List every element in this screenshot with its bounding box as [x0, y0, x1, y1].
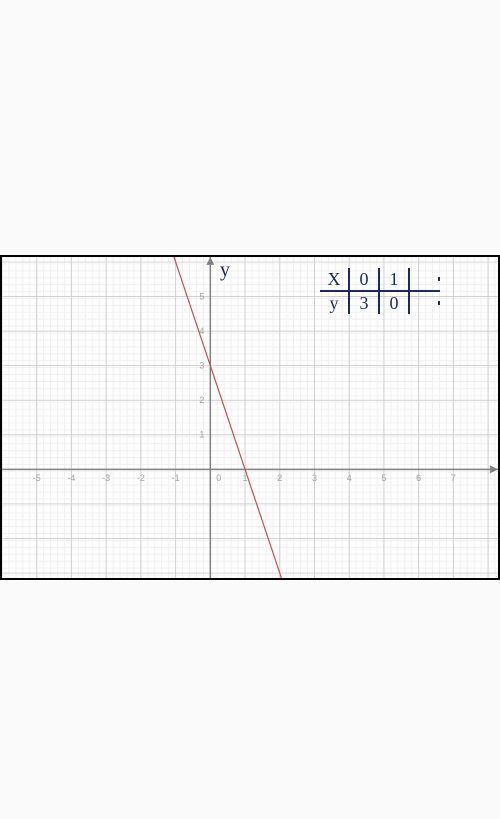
table-cell-empty [410, 301, 440, 305]
table-header-y: y [320, 292, 350, 314]
table-cell: 3 [350, 292, 380, 314]
table-cell-empty [410, 277, 440, 281]
svg-text:4: 4 [347, 473, 352, 483]
svg-text:1: 1 [199, 430, 204, 440]
page-container: -5-4-3-2-11234567123450 y X 0 1 y 3 0 [0, 0, 500, 819]
svg-text:7: 7 [451, 473, 456, 483]
svg-text:2: 2 [199, 395, 204, 405]
svg-text:-3: -3 [102, 473, 110, 483]
svg-text:-2: -2 [137, 473, 145, 483]
table-cell: 0 [350, 268, 380, 290]
svg-text:2: 2 [277, 473, 282, 483]
table-cell: 0 [380, 292, 410, 314]
svg-text:-1: -1 [172, 473, 180, 483]
table-header-x: X [320, 268, 350, 290]
svg-text:3: 3 [199, 361, 204, 371]
data-table: X 0 1 y 3 0 [320, 268, 440, 314]
svg-text:5: 5 [199, 291, 204, 301]
svg-text:3: 3 [312, 473, 317, 483]
svg-text:-5: -5 [33, 473, 41, 483]
svg-text:0: 0 [216, 473, 221, 483]
table-cell: 1 [380, 268, 410, 290]
table-row: y 3 0 [320, 292, 440, 314]
svg-text:-4: -4 [67, 473, 75, 483]
svg-text:5: 5 [381, 473, 386, 483]
svg-text:6: 6 [416, 473, 421, 483]
table-row: X 0 1 [320, 268, 440, 290]
y-axis-label: y [220, 259, 230, 282]
